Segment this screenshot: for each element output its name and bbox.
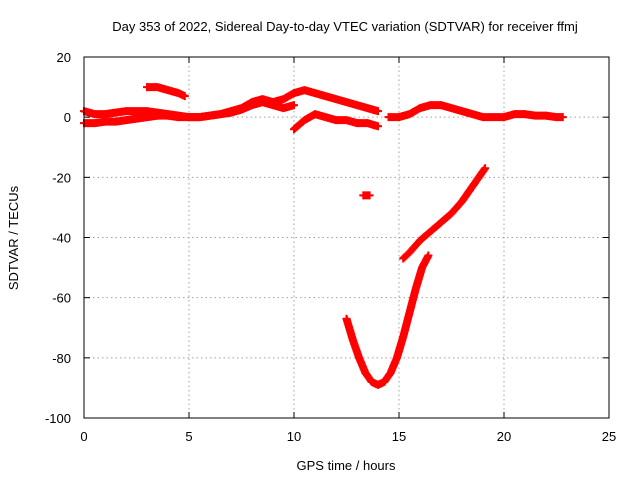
y-tick-label: -80 (52, 351, 71, 366)
data-trace (406, 237, 424, 256)
x-tick-label: 5 (185, 429, 192, 444)
x-tick-label: 10 (287, 429, 301, 444)
data-trace (393, 334, 407, 361)
data-points (80, 83, 567, 389)
x-tick-label: 20 (497, 429, 511, 444)
x-axis-label: GPS time / hours (297, 458, 396, 473)
y-tick-label: -20 (52, 170, 71, 185)
chart-title: Day 353 of 2022, Sidereal Day-to-day VTE… (112, 19, 578, 34)
y-tick-label: -60 (52, 291, 71, 306)
data-point (481, 164, 490, 173)
data-trace (342, 316, 357, 343)
series-4 (143, 83, 189, 101)
x-tick-label: 15 (392, 429, 406, 444)
data-trace (448, 198, 466, 217)
data-point (374, 122, 382, 131)
data-point (424, 251, 433, 260)
y-tick-label: -100 (45, 411, 71, 426)
x-tick-label: 25 (602, 429, 616, 444)
y-tick-label: -40 (52, 231, 71, 246)
data-point (290, 101, 298, 110)
data-trace (387, 355, 401, 376)
data-point (365, 191, 374, 200)
data-trace (405, 286, 420, 316)
x-tick-label: 0 (80, 429, 87, 444)
series-7 (342, 251, 433, 389)
series-3 (290, 110, 382, 134)
y-tick-label: 20 (57, 50, 71, 65)
data-trace (458, 183, 476, 205)
data-trace (355, 355, 369, 376)
data-trace (400, 249, 413, 262)
data-point (180, 92, 189, 101)
axis-ticks: 0 5 10 15 20 25 -100 -80 -60 -40 -20 0 20 (45, 50, 616, 444)
data-trace (469, 165, 489, 190)
data-point (374, 107, 382, 116)
series-6 (359, 191, 374, 200)
data-point (558, 113, 567, 122)
series-8 (399, 164, 490, 263)
y-axis-label: SDTVAR / TECUs (6, 185, 21, 290)
data-trace (399, 310, 414, 340)
y-tick-label: 0 (64, 110, 71, 125)
series-5 (384, 101, 567, 122)
